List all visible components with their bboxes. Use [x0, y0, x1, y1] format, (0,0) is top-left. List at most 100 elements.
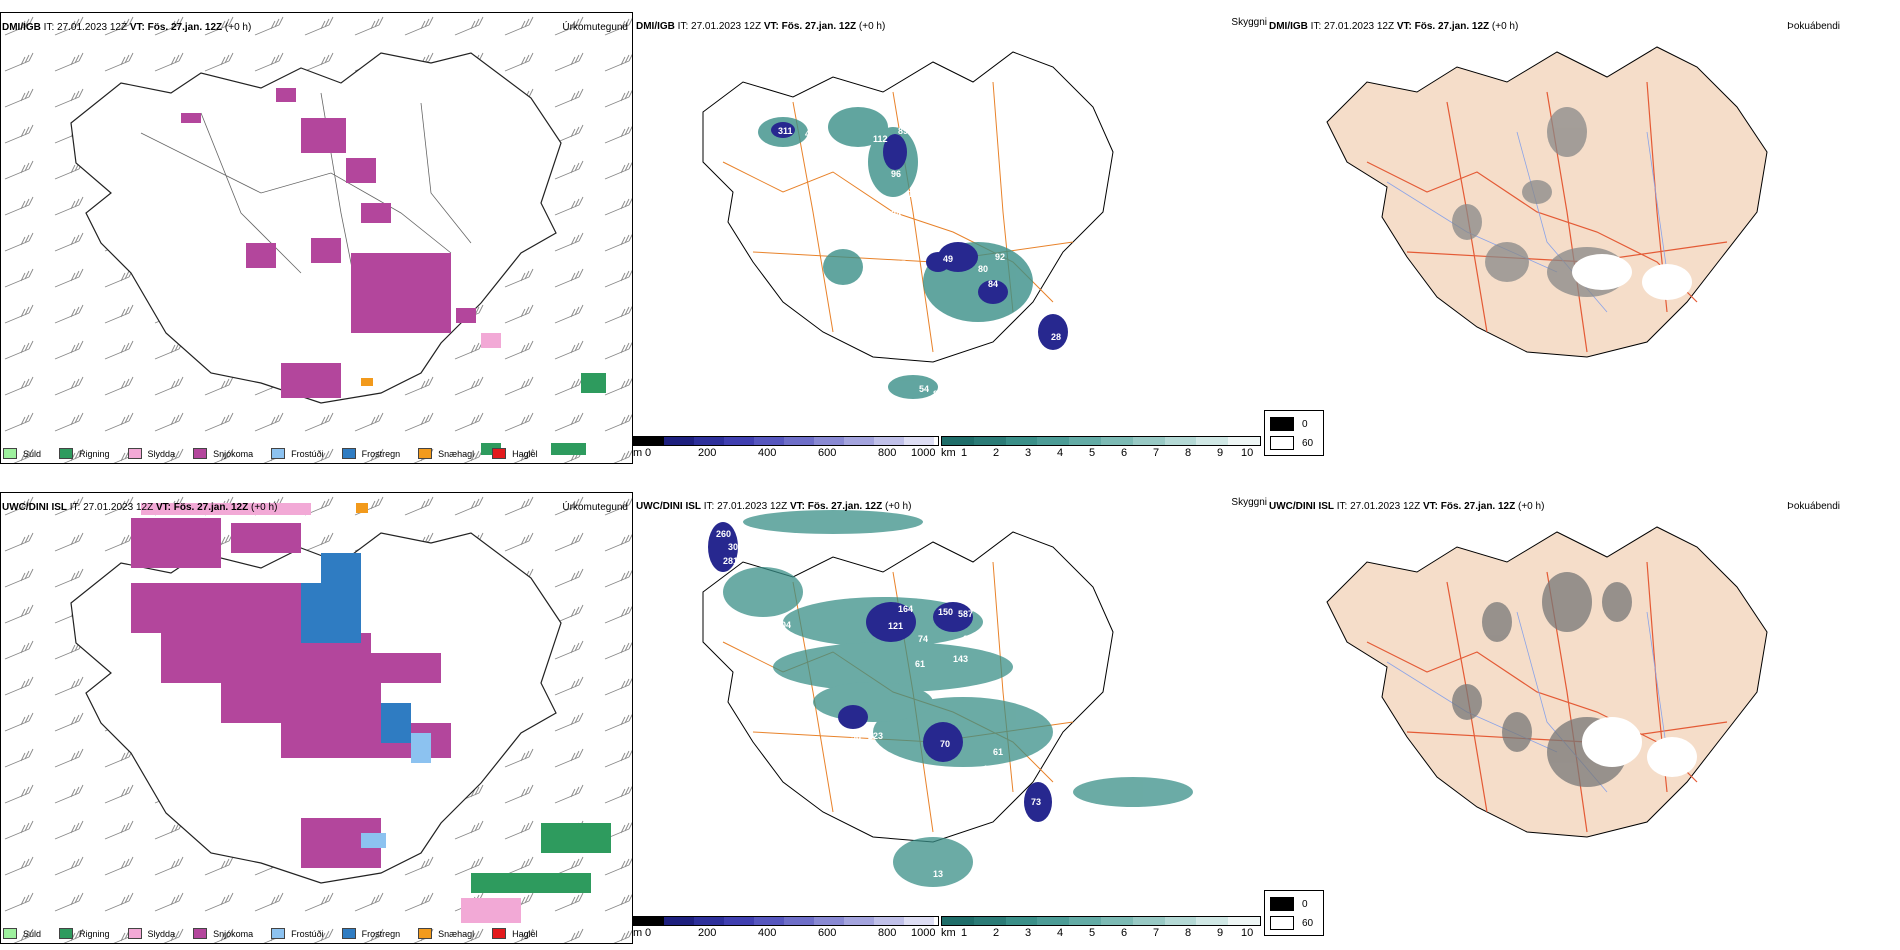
tick-label: 200 [698, 927, 717, 939]
vis-value: 29 [851, 734, 861, 744]
vis-value: 33 [1091, 304, 1101, 314]
tick-label: 600 [818, 447, 837, 459]
vis-value: 74 [918, 634, 928, 644]
vis-value: 70 [940, 739, 950, 749]
fog-label: 60 [1302, 437, 1314, 449]
vis-map-svg: 260 309 281 160 164 150 587 104 121 74 2… [702, 510, 1193, 887]
it-label: IT: [1336, 501, 1348, 512]
vt-value: Fös. 27.jan. 12Z [807, 501, 883, 512]
vis-value: 260 [716, 529, 731, 539]
vis-values: 311 45 112 895 37 96 124 24 150 305 49 8… [778, 126, 1101, 399]
haglel-swatch [492, 448, 507, 459]
tick-label: 600 [818, 927, 837, 939]
vis-value: 45 [805, 129, 815, 139]
legend-label: Slydda [147, 928, 176, 939]
colorbar-swatches [633, 436, 939, 446]
vis-value: 311 [778, 126, 793, 136]
tick-label: 0 [645, 927, 652, 939]
it-value: 27.01.2023 12Z [1350, 501, 1421, 512]
tick-label: 1 [961, 447, 968, 459]
haglel-swatch [492, 928, 507, 939]
vis-value: 101 [1063, 812, 1078, 822]
vis-value: 587 [958, 609, 973, 619]
vis-value: 143 [953, 654, 968, 664]
tick-label: 8 [1185, 447, 1192, 459]
snjokoma-swatch [193, 928, 208, 939]
offset: (+0 h) [885, 501, 912, 512]
colorbar-swatches [941, 916, 1261, 926]
vt-value: Fös. 27.jan. 12Z [147, 22, 223, 33]
legend-label: Frostúði [291, 928, 324, 939]
vis-value: 275 [988, 782, 1003, 792]
fog-legend: 0 60 [1264, 890, 1324, 936]
tick-label: 6 [1121, 447, 1128, 459]
snaehagl-swatch [418, 448, 433, 459]
it-label: IT: [1310, 21, 1322, 32]
vis-value: 223 [868, 731, 883, 741]
frostudi-swatch [271, 448, 286, 459]
it-value: 27.01.2023 12Z [1324, 21, 1395, 32]
vt-label: VT: [1396, 21, 1412, 32]
vis-value: 150 [938, 607, 953, 617]
vt-label: VT: [129, 22, 145, 33]
vt-value: Fös. 27.jan. 12Z [1414, 21, 1490, 32]
sudd-swatch [3, 448, 17, 459]
precip-legend: Súld Rigning Slydda Snjókoma Frostúði Fr… [3, 925, 556, 942]
fog-map-svg [1326, 526, 1768, 838]
legend-label: Súld [23, 928, 42, 939]
panel-title: Þokuábendi [1787, 501, 1840, 512]
offset: (+0 h) [1518, 501, 1545, 512]
fog-label: 0 [1302, 418, 1308, 430]
frostudi-swatch [271, 928, 286, 939]
tick-label: 6 [1121, 927, 1128, 939]
tick-label: 7 [1153, 447, 1160, 459]
colorbar-swatches [633, 916, 939, 926]
fog-0-swatch [1270, 897, 1294, 911]
tick-label: 4 [1057, 447, 1064, 459]
slydda-swatch [127, 448, 142, 459]
vis-value: 164 [898, 604, 913, 614]
fog-0-swatch [1270, 417, 1294, 431]
rigning-swatch [59, 448, 74, 459]
legend-label: Frostregn [361, 928, 401, 939]
tick-label: 8 [1185, 927, 1192, 939]
vis-value: 24 [891, 209, 901, 219]
offset: (+0 h) [251, 502, 278, 513]
fog-index-map-uwc: UWC/DINI ISL IT: 27.01.2023 12Z VT: Fös.… [1267, 492, 1900, 944]
vt-label: VT: [1422, 501, 1438, 512]
cloud-base-colorbar: m 0 200 400 600 800 1000 [633, 436, 939, 459]
vis-value: 150 [1043, 216, 1058, 226]
vis-value: 96 [891, 169, 901, 179]
visibility-colorbar: km 1 2 3 4 5 6 7 8 9 10 [941, 916, 1261, 939]
it-value: 27.01.2023 12Z [57, 22, 128, 33]
vis-value: 84 [933, 389, 943, 399]
panel-title: Úrkomutegund [562, 22, 628, 33]
tick-label: 2 [993, 927, 1000, 939]
vis-value: 309 [728, 542, 743, 552]
header: UWC/DINI ISL IT: 27.01.2023 12Z VT: Fös.… [1269, 501, 1544, 512]
vis-value: 104 [776, 620, 791, 630]
tick-label: 1000 [911, 447, 936, 459]
tick-label: 800 [878, 927, 897, 939]
vt-label: VT: [155, 502, 171, 513]
sudd-swatch [3, 928, 17, 939]
vis-value: 305 [891, 259, 906, 269]
tick-label: 9 [1217, 927, 1224, 939]
vt-value: Fös. 27.jan. 12Z [1440, 501, 1516, 512]
tick-label: 3 [1025, 927, 1032, 939]
vis-value: 271 [963, 634, 978, 644]
visibility-colorbar: km 1 2 3 4 5 6 7 8 9 10 [941, 436, 1261, 459]
fog-60-swatch [1270, 916, 1294, 930]
header: UWC/DINI ISL IT: 27.01.2023 12Z VT: Fös.… [636, 501, 911, 512]
panel-title: Þokuábendi [1787, 21, 1840, 32]
vt-value: Fös. 27.jan. 12Z [781, 21, 857, 32]
tick-label: 400 [758, 927, 777, 939]
snaehagl-swatch [418, 928, 433, 939]
vis-value: 113 [983, 764, 998, 774]
legend-label: Rigning [79, 928, 110, 939]
it-label: IT: [43, 22, 55, 33]
legend-label: Snjókoma [213, 928, 254, 939]
vis-value: 92 [995, 252, 1005, 262]
tick-label: 3 [1025, 447, 1032, 459]
model-name: UWC/DINI ISL [2, 502, 67, 513]
